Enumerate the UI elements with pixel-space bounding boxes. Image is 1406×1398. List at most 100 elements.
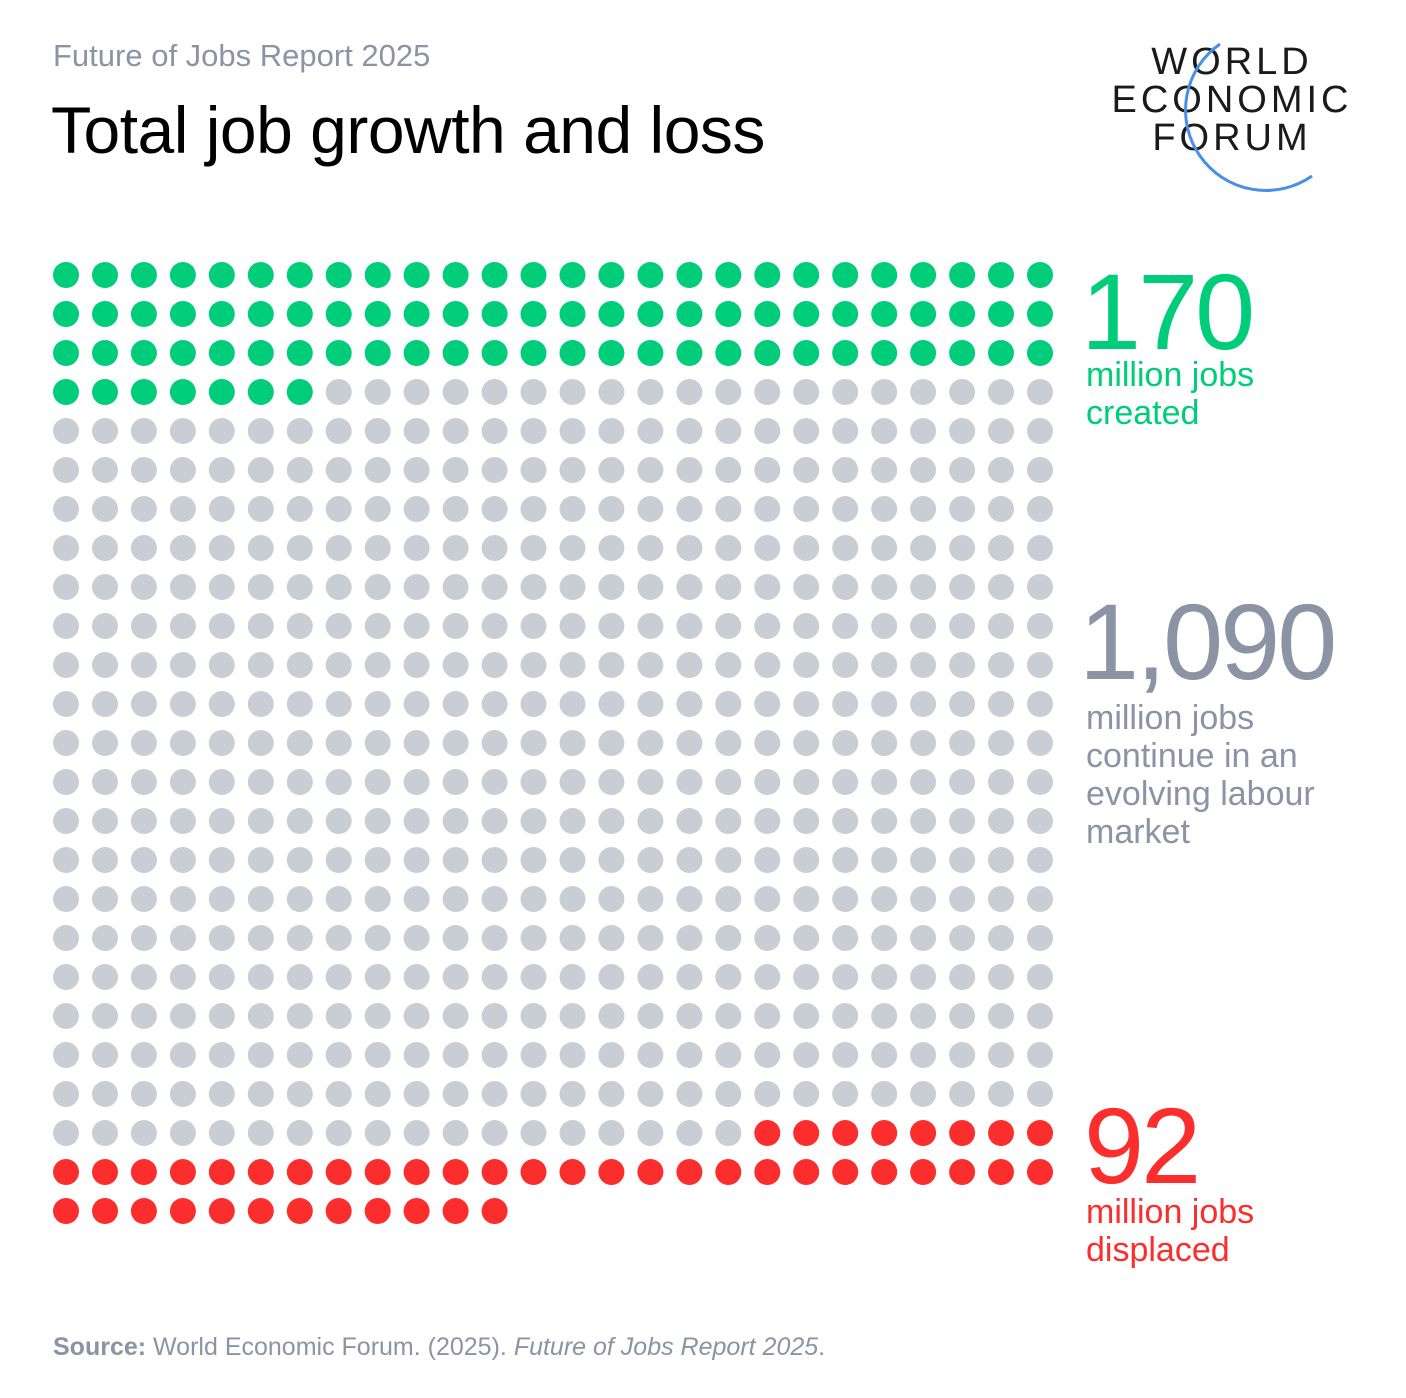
continue-dot <box>442 1120 469 1146</box>
continue-dot <box>871 418 898 444</box>
continue-dot <box>559 574 586 600</box>
continue-dot <box>676 730 703 756</box>
continue-dot <box>832 652 859 678</box>
created-dot <box>1027 301 1053 327</box>
continue-dot <box>325 691 352 717</box>
created-dot <box>92 379 118 405</box>
continue-dot <box>910 457 937 483</box>
displaced-dot <box>92 1198 118 1224</box>
continue-dot <box>949 808 976 834</box>
continue-dot <box>130 964 157 990</box>
continue-dot <box>715 730 742 756</box>
continue-dot <box>208 457 235 483</box>
continue-dot <box>169 808 196 834</box>
continue-dot <box>520 457 547 483</box>
continue-dot <box>208 1042 235 1068</box>
created-dot <box>325 301 352 327</box>
continue-dot <box>754 925 781 951</box>
continue-dot <box>325 808 352 834</box>
continue-dot <box>832 730 859 756</box>
continue-dot <box>871 379 898 405</box>
continue-dot <box>988 1042 1014 1068</box>
continue-dot <box>637 574 664 600</box>
created-dot <box>988 262 1014 288</box>
created-dot <box>520 340 547 366</box>
continue-dot <box>910 379 937 405</box>
continue-dot <box>949 652 976 678</box>
continue-dot <box>715 964 742 990</box>
continue-dot <box>169 769 196 795</box>
displaced-dot <box>92 1159 118 1185</box>
continue-number: 1,090 <box>1079 581 1337 702</box>
continue-dot <box>793 847 820 873</box>
continue-dot <box>715 691 742 717</box>
continue-dot <box>871 808 898 834</box>
created-dot <box>208 379 235 405</box>
continue-dot <box>364 496 391 522</box>
continue-dot <box>715 925 742 951</box>
displaced-dot <box>910 1159 937 1185</box>
continue-dot <box>442 1081 469 1107</box>
continue-dot <box>481 691 508 717</box>
created-dot <box>754 262 781 288</box>
continue-dot <box>442 964 469 990</box>
continue-dot <box>247 1081 274 1107</box>
continue-dot <box>481 379 508 405</box>
continue-dot <box>208 808 235 834</box>
continue-dot <box>92 457 118 483</box>
continue-dot <box>403 457 430 483</box>
continue-dot <box>949 379 976 405</box>
continue-dot <box>598 652 625 678</box>
continue-dot <box>520 808 547 834</box>
continue-dot <box>53 769 79 795</box>
continue-dot <box>92 496 118 522</box>
continue-dot <box>92 1042 118 1068</box>
created-label-line-2: created <box>1086 394 1200 432</box>
created-dot <box>286 301 313 327</box>
continue-dot <box>598 1081 625 1107</box>
continue-dot <box>637 613 664 639</box>
continue-dot <box>53 847 79 873</box>
source-label: Source: <box>53 1333 147 1361</box>
continue-dot <box>92 1081 118 1107</box>
continue-dot <box>364 1003 391 1029</box>
created-dot <box>53 379 79 405</box>
continue-dot <box>754 496 781 522</box>
created-dot <box>364 301 391 327</box>
continue-label-line-1: million jobs <box>1086 699 1255 737</box>
continue-dot <box>325 1042 352 1068</box>
continue-dot <box>559 652 586 678</box>
continue-dot <box>130 691 157 717</box>
continue-dot <box>988 1081 1014 1107</box>
created-dot <box>442 340 469 366</box>
continue-dot <box>53 1081 79 1107</box>
continue-dot <box>364 847 391 873</box>
displaced-label-line-1: million jobs <box>1086 1193 1255 1231</box>
continue-dot <box>988 535 1014 561</box>
continue-dot <box>832 613 859 639</box>
created-dot <box>92 340 118 366</box>
continue-dot <box>676 613 703 639</box>
created-dot <box>403 262 430 288</box>
created-dot <box>247 262 274 288</box>
continue-dot <box>598 847 625 873</box>
continue-dot <box>793 496 820 522</box>
continue-dot <box>520 496 547 522</box>
continue-dot <box>793 886 820 912</box>
continue-dot <box>676 925 703 951</box>
displaced-dot <box>325 1159 352 1185</box>
continue-dot <box>364 1120 391 1146</box>
continue-dot <box>871 964 898 990</box>
created-dot <box>130 301 157 327</box>
continue-dot <box>832 769 859 795</box>
logo-arc <box>1184 42 1313 192</box>
continue-dot <box>169 613 196 639</box>
continue-dot <box>637 769 664 795</box>
continue-dot <box>637 379 664 405</box>
continue-dot <box>832 1042 859 1068</box>
created-dot <box>520 301 547 327</box>
continue-dot <box>286 613 313 639</box>
continue-dot <box>53 574 79 600</box>
continue-dot <box>871 1042 898 1068</box>
displaced-dot <box>481 1198 508 1224</box>
